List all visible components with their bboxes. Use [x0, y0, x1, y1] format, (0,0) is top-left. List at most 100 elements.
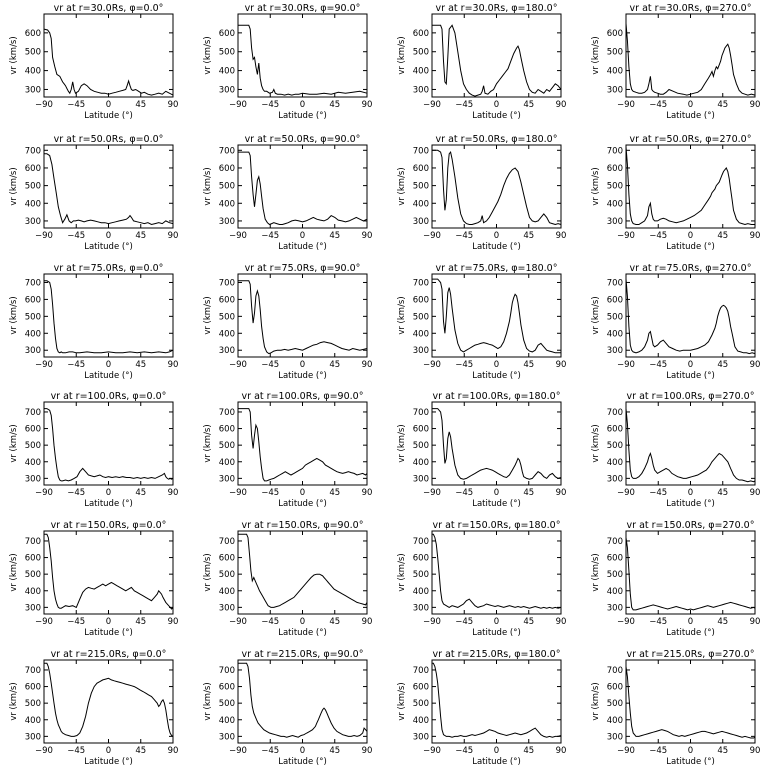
- series-line: [44, 662, 174, 737]
- y-tick-label: 500: [25, 441, 41, 451]
- x-tick-label: 0: [106, 100, 111, 110]
- x-tick-label: −90: [229, 746, 247, 756]
- x-tick-label: −90: [617, 360, 635, 370]
- y-tick-label: 700: [25, 278, 41, 288]
- y-tick-label: 600: [25, 295, 41, 305]
- x-tick-label: −90: [617, 746, 635, 756]
- series-line: [44, 408, 174, 482]
- y-axis-label: vr (km/s): [591, 296, 601, 334]
- x-axis-label: Latitude (°): [472, 499, 521, 509]
- x-tick-label: −45: [649, 360, 667, 370]
- chart-panel-17: vr at r=150.0Rs, φ=0.0° −90 −45 0 45 90 300 400…: [9, 520, 178, 638]
- panel-title: vr at r=75.0Rs, φ=270.0°: [630, 263, 752, 274]
- x-tick-label: 0: [688, 488, 693, 498]
- y-tick-label: 300: [607, 474, 623, 484]
- x-axis-label: Latitude (°): [666, 242, 715, 252]
- plot-frame: [43, 401, 174, 486]
- y-tick-label: 400: [607, 67, 623, 77]
- panel-title: vr at r=50.0Rs, φ=180.0°: [436, 134, 558, 145]
- series-line: [625, 408, 756, 483]
- x-tick-label: −90: [35, 360, 53, 370]
- y-tick-label: 600: [219, 164, 235, 174]
- plot-frame: [237, 530, 368, 615]
- y-tick-label: 400: [219, 587, 235, 597]
- x-tick-label: 90: [362, 100, 373, 110]
- x-tick-label: 45: [135, 360, 146, 370]
- x-tick-label: −45: [261, 231, 279, 241]
- y-tick-label: 700: [607, 278, 623, 288]
- y-tick-label: 500: [25, 48, 41, 58]
- x-tick-label: 45: [523, 360, 534, 370]
- panel-title: vr at r=100.0Rs, φ=90.0°: [242, 391, 364, 402]
- series-line: [238, 151, 368, 226]
- panel-title: vr at r=150.0Rs, φ=270.0°: [627, 520, 755, 531]
- x-tick-label: 45: [523, 617, 534, 627]
- x-tick-label: 0: [300, 617, 305, 627]
- y-tick-label: 300: [413, 474, 429, 484]
- x-tick-label: 45: [329, 746, 340, 756]
- chart-panel-13: vr at r=100.0Rs, φ=0.0° −90 −45 0 45 90 300 400…: [9, 391, 178, 509]
- y-tick-label: 500: [219, 699, 235, 709]
- x-tick-label: 90: [750, 360, 761, 370]
- x-axis-label: Latitude (°): [666, 371, 715, 381]
- y-tick-label: 500: [25, 570, 41, 580]
- x-tick-label: 45: [135, 100, 146, 110]
- x-tick-label: −90: [423, 617, 441, 627]
- x-axis-label: Latitude (°): [666, 111, 715, 121]
- y-axis-label: vr (km/s): [591, 682, 601, 720]
- y-tick-label: 300: [607, 346, 623, 356]
- y-tick-label: 400: [413, 199, 429, 209]
- plot-frame: [43, 530, 174, 615]
- plot-frame: [43, 144, 174, 229]
- y-tick-label: 600: [413, 29, 429, 39]
- chart-panel-21: vr at r=215.0Rs, φ=0.0° −90 −45 0 45 90 300 400…: [9, 649, 178, 767]
- panel-title: vr at r=50.0Rs, φ=270.0°: [630, 134, 752, 145]
- x-tick-label: −45: [261, 746, 279, 756]
- panel-title: vr at r=30.0Rs, φ=270.0°: [630, 3, 752, 14]
- y-tick-label: 500: [219, 441, 235, 451]
- x-tick-label: 45: [523, 488, 534, 498]
- series-line: [238, 408, 368, 482]
- x-tick-label: 45: [329, 488, 340, 498]
- x-axis-label: Latitude (°): [84, 242, 133, 252]
- y-tick-label: 500: [219, 570, 235, 580]
- x-tick-label: 0: [494, 231, 499, 241]
- chart-panel-11: vr at r=75.0Rs, φ=180.0° −90 −45 0 45 90 300 40…: [397, 263, 566, 381]
- y-axis-label: vr (km/s): [203, 682, 213, 720]
- y-tick-label: 700: [219, 666, 235, 676]
- x-tick-label: 45: [717, 360, 728, 370]
- x-tick-label: −45: [261, 488, 279, 498]
- y-axis-label: vr (km/s): [591, 553, 601, 591]
- x-tick-label: −45: [455, 746, 473, 756]
- x-tick-label: −45: [67, 100, 85, 110]
- series-line: [625, 146, 755, 226]
- panel-title: vr at r=150.0Rs, φ=0.0°: [51, 520, 167, 531]
- y-tick-label: 600: [607, 295, 623, 305]
- chart-panel-4: vr at r=30.0Rs, φ=270.0° −90 −45 0 45 90 300 40…: [591, 3, 760, 121]
- x-tick-label: 0: [494, 746, 499, 756]
- x-tick-label: 0: [300, 746, 305, 756]
- chart-panel-22: vr at r=215.0Rs, φ=90.0° −90 −45 0 45 90 300 40…: [203, 649, 372, 767]
- x-tick-label: −90: [35, 488, 53, 498]
- y-tick-label: 600: [607, 164, 623, 174]
- x-tick-label: −45: [67, 231, 85, 241]
- x-tick-label: 0: [494, 488, 499, 498]
- x-tick-label: −45: [455, 100, 473, 110]
- x-tick-label: −45: [649, 488, 667, 498]
- x-tick-label: 90: [168, 100, 179, 110]
- x-axis-label: Latitude (°): [278, 499, 327, 509]
- x-tick-label: 45: [523, 100, 534, 110]
- y-tick-label: 400: [413, 67, 429, 77]
- y-tick-label: 300: [219, 474, 235, 484]
- x-tick-label: 0: [106, 746, 111, 756]
- x-tick-label: −90: [617, 231, 635, 241]
- x-tick-label: 0: [106, 360, 111, 370]
- x-tick-label: 45: [135, 746, 146, 756]
- y-tick-label: 600: [413, 295, 429, 305]
- x-tick-label: −90: [229, 488, 247, 498]
- plot-frame: [625, 401, 756, 486]
- series-line: [432, 149, 562, 226]
- series-line: [625, 23, 756, 96]
- y-tick-label: 300: [25, 217, 41, 227]
- y-axis-label: vr (km/s): [397, 36, 407, 74]
